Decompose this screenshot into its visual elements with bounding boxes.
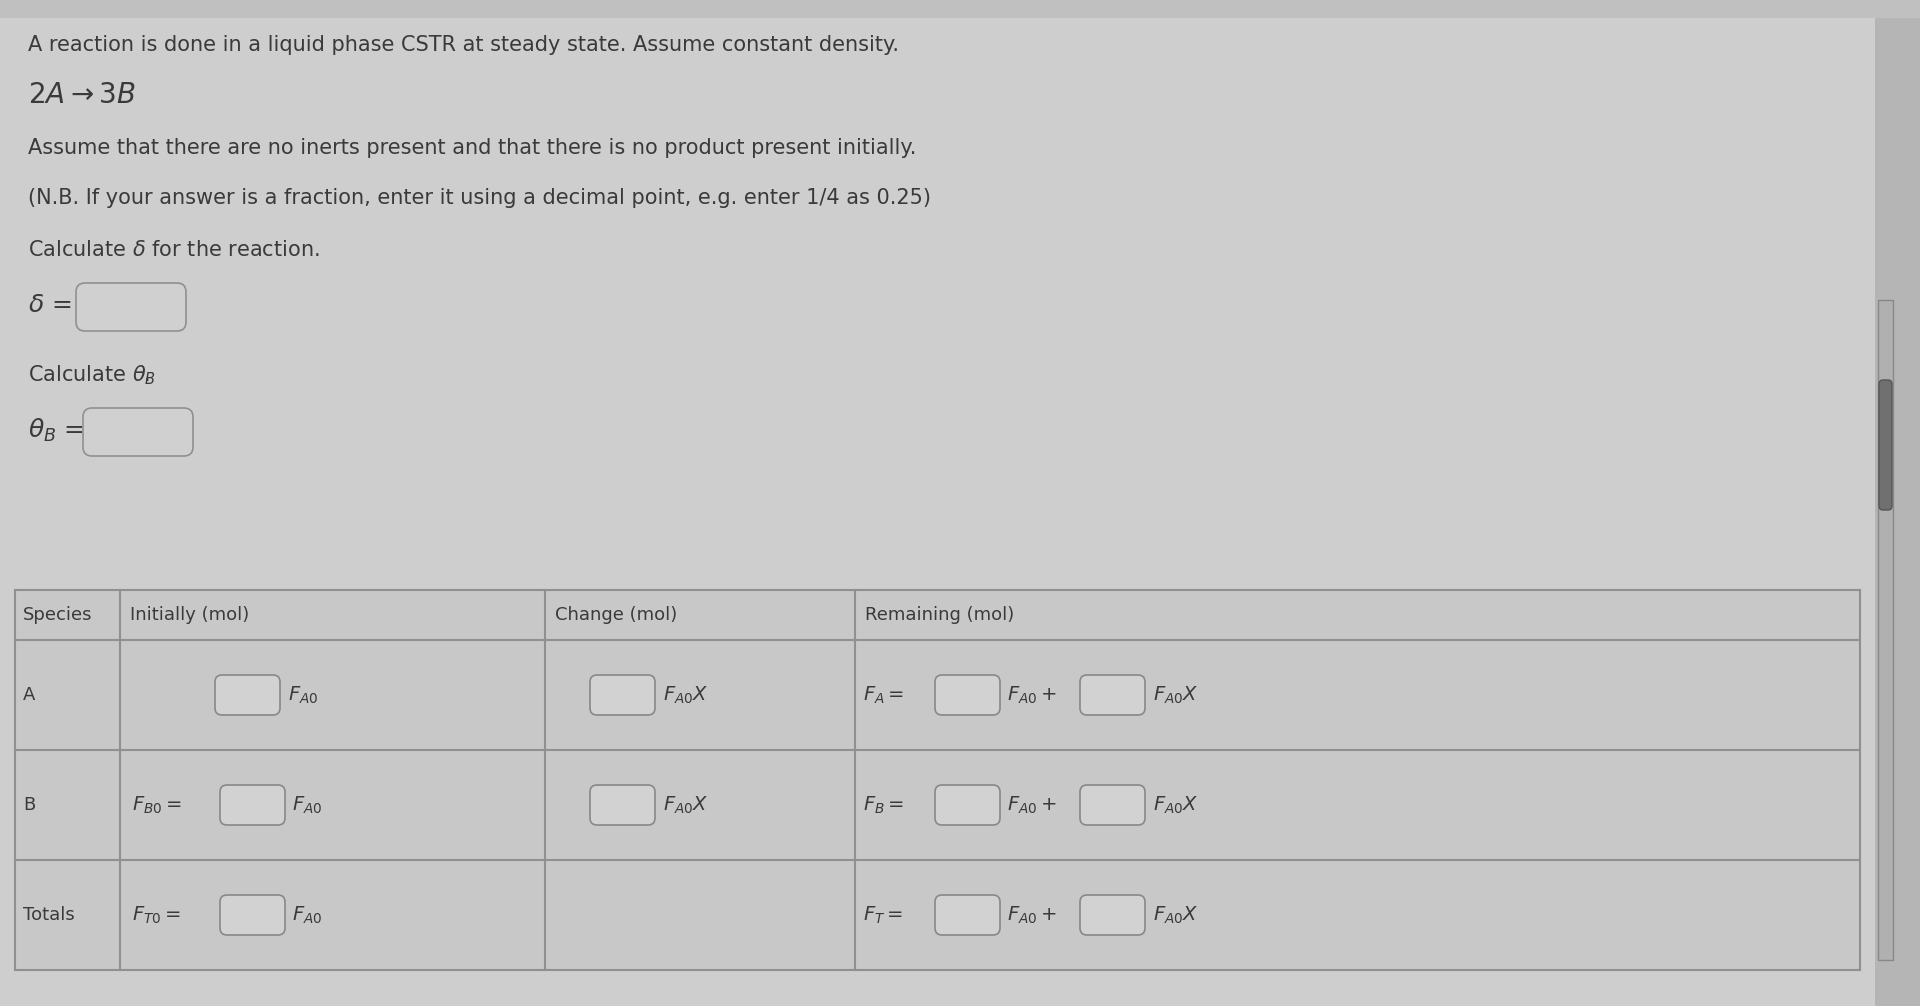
Text: $F_{A0}$: $F_{A0}$ [292, 795, 323, 816]
Text: B: B [23, 796, 35, 814]
FancyBboxPatch shape [935, 895, 1000, 935]
Text: Calculate $\theta_B$: Calculate $\theta_B$ [29, 363, 156, 386]
FancyBboxPatch shape [221, 895, 284, 935]
FancyBboxPatch shape [1079, 675, 1144, 715]
Text: (N.B. If your answer is a fraction, enter it using a decimal point, e.g. enter 1: (N.B. If your answer is a fraction, ente… [29, 188, 931, 208]
FancyBboxPatch shape [589, 675, 655, 715]
Text: Initially (mol): Initially (mol) [131, 606, 250, 624]
Text: $F_A =$: $F_A =$ [862, 684, 904, 705]
Text: $\delta$ =: $\delta$ = [29, 293, 71, 317]
FancyBboxPatch shape [935, 785, 1000, 825]
FancyBboxPatch shape [77, 283, 186, 331]
Text: Assume that there are no inerts present and that there is no product present ini: Assume that there are no inerts present … [29, 138, 916, 158]
Bar [0, 0, 1920, 18]
Text: Species: Species [23, 606, 92, 624]
Text: $F_{A0}X$: $F_{A0}X$ [1154, 684, 1198, 705]
Text: $F_{A0}X$: $F_{A0}X$ [662, 684, 708, 705]
Text: $F_{A0}+$: $F_{A0}+$ [1006, 795, 1058, 816]
Text: $F_{A0}X$: $F_{A0}X$ [1154, 904, 1198, 926]
Text: Calculate $\delta$ for the reaction.: Calculate $\delta$ for the reaction. [29, 240, 321, 260]
FancyBboxPatch shape [1880, 380, 1891, 510]
FancyBboxPatch shape [221, 785, 284, 825]
Text: $F_T =$: $F_T =$ [862, 904, 902, 926]
Text: $2A \rightarrow 3B$: $2A \rightarrow 3B$ [29, 81, 136, 109]
FancyBboxPatch shape [83, 408, 194, 456]
Text: .: . [144, 365, 150, 385]
Text: $F_{A0}X$: $F_{A0}X$ [1154, 795, 1198, 816]
FancyBboxPatch shape [1079, 895, 1144, 935]
Text: $F_B =$: $F_B =$ [862, 795, 904, 816]
Text: Change (mol): Change (mol) [555, 606, 678, 624]
Bar [1878, 300, 1893, 960]
FancyBboxPatch shape [215, 675, 280, 715]
FancyBboxPatch shape [1079, 785, 1144, 825]
Text: $F_{A0}$: $F_{A0}$ [288, 684, 319, 705]
Text: $\theta_B$ =: $\theta_B$ = [29, 416, 84, 444]
Text: A reaction is done in a liquid phase CSTR at steady state. Assume constant densi: A reaction is done in a liquid phase CST… [29, 35, 899, 55]
FancyBboxPatch shape [589, 785, 655, 825]
Text: $F_{T0} =$: $F_{T0} =$ [132, 904, 180, 926]
Bar [1876, 0, 1920, 1006]
Text: Remaining (mol): Remaining (mol) [866, 606, 1014, 624]
FancyBboxPatch shape [935, 675, 1000, 715]
Text: $F_{A0}X$: $F_{A0}X$ [662, 795, 708, 816]
Text: Totals: Totals [23, 906, 75, 924]
Text: $F_{A0}+$: $F_{A0}+$ [1006, 904, 1058, 926]
Text: A: A [23, 686, 35, 704]
Text: $F_{B0} =$: $F_{B0} =$ [132, 795, 182, 816]
Text: $F_{A0}$: $F_{A0}$ [292, 904, 323, 926]
Bar [15, 590, 1860, 970]
Text: $F_{A0}+$: $F_{A0}+$ [1006, 684, 1058, 705]
